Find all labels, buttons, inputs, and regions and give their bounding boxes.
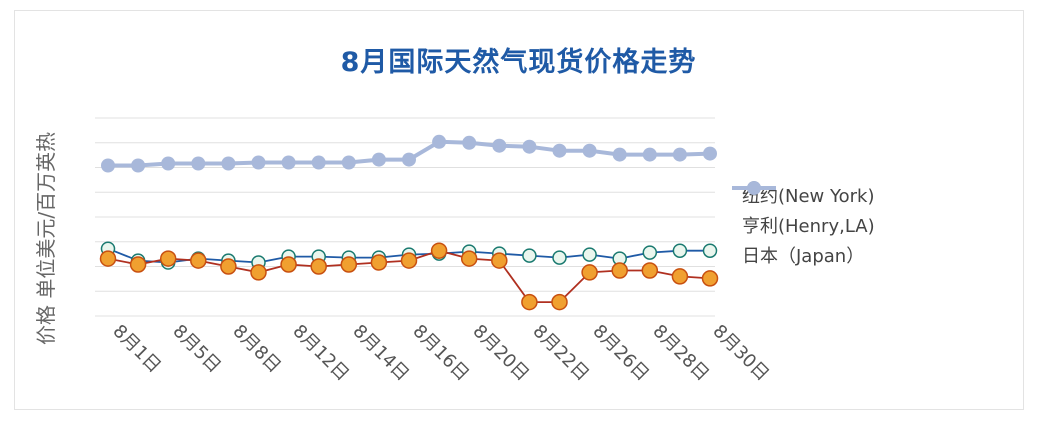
point-newyork xyxy=(250,264,267,281)
point-newyork xyxy=(310,258,327,275)
point-newyork xyxy=(340,256,358,273)
x-tick-labels: 8月1日 8月5日 8月8日 8月12日8月14日8月16日8月20日8月22日8月2… xyxy=(108,321,773,386)
point-newyork xyxy=(701,270,719,287)
point-japan xyxy=(612,147,627,162)
point-japan xyxy=(311,155,326,170)
point-japan xyxy=(341,155,356,170)
point-newyork xyxy=(370,254,388,271)
point-japan xyxy=(251,155,266,170)
point-japan xyxy=(642,147,657,162)
point-newyork xyxy=(551,293,568,311)
point-henry xyxy=(582,247,597,262)
point-newyork xyxy=(159,250,177,267)
x-tick-label: 8月26日 xyxy=(588,321,653,386)
point-japan xyxy=(672,147,687,162)
point-newyork xyxy=(190,252,207,269)
point-henry xyxy=(672,243,688,258)
point-newyork xyxy=(581,264,598,281)
legend: 纽约(New York) 亨利(Henry,LA) 日本（Japan） xyxy=(732,180,972,270)
point-newyork xyxy=(491,252,508,269)
point-japan xyxy=(402,152,416,167)
point-japan xyxy=(131,158,146,173)
point-japan xyxy=(101,158,115,173)
chart-title: 8月国际天然气现货价格走势 xyxy=(340,47,697,78)
point-japan xyxy=(432,134,447,149)
point-newyork xyxy=(400,252,418,269)
x-tick-label: 8月20日 xyxy=(468,321,533,386)
point-newyork xyxy=(521,293,538,311)
point-newyork xyxy=(129,256,147,273)
point-newyork xyxy=(430,242,448,259)
point-henry xyxy=(552,250,567,265)
point-japan xyxy=(703,146,717,161)
point-japan xyxy=(462,135,477,150)
point-newyork xyxy=(671,268,689,285)
point-japan xyxy=(522,139,537,154)
chart-frame xyxy=(14,10,1024,410)
grid-lines xyxy=(95,117,715,317)
point-japan xyxy=(191,156,206,171)
point-newyork xyxy=(611,262,628,279)
legend-label-japan: 日本（Japan） xyxy=(742,246,865,267)
point-newyork xyxy=(641,262,659,279)
point-newyork xyxy=(220,258,237,275)
x-tick-label: 8月28日 xyxy=(648,321,713,386)
point-henry xyxy=(642,245,658,260)
legend-item-henry: 亨利(Henry,LA) xyxy=(732,181,972,240)
point-henry xyxy=(522,248,537,263)
legend-label-henry: 亨利(Henry,LA) xyxy=(742,216,875,237)
point-newyork xyxy=(460,250,478,267)
point-japan xyxy=(221,156,236,171)
point-newyork xyxy=(99,250,117,267)
series-points xyxy=(99,134,719,311)
point-henry xyxy=(702,243,718,258)
x-tick-label: 8月8日 xyxy=(228,321,285,378)
legend-item-japan: 日本（Japan） xyxy=(732,181,972,270)
point-japan xyxy=(371,152,386,167)
x-tick-label: 8月14日 xyxy=(348,321,413,386)
point-japan xyxy=(492,138,507,153)
legend-label-newyork: 纽约(New York) xyxy=(742,186,875,207)
point-japan xyxy=(281,155,296,170)
x-tick-label: 8月16日 xyxy=(408,321,473,386)
point-japan xyxy=(552,143,567,158)
x-tick-label: 8月5日 xyxy=(168,321,225,378)
point-japan xyxy=(161,156,176,171)
point-japan xyxy=(582,143,597,158)
point-newyork xyxy=(280,256,297,273)
x-tick-label: 8月22日 xyxy=(528,321,593,386)
x-tick-label: 8月1日 xyxy=(108,321,165,378)
legend-swatch-japan xyxy=(732,181,776,195)
x-tick-label: 8月30日 xyxy=(708,321,773,386)
x-tick-label: 8月12日 xyxy=(288,321,353,386)
